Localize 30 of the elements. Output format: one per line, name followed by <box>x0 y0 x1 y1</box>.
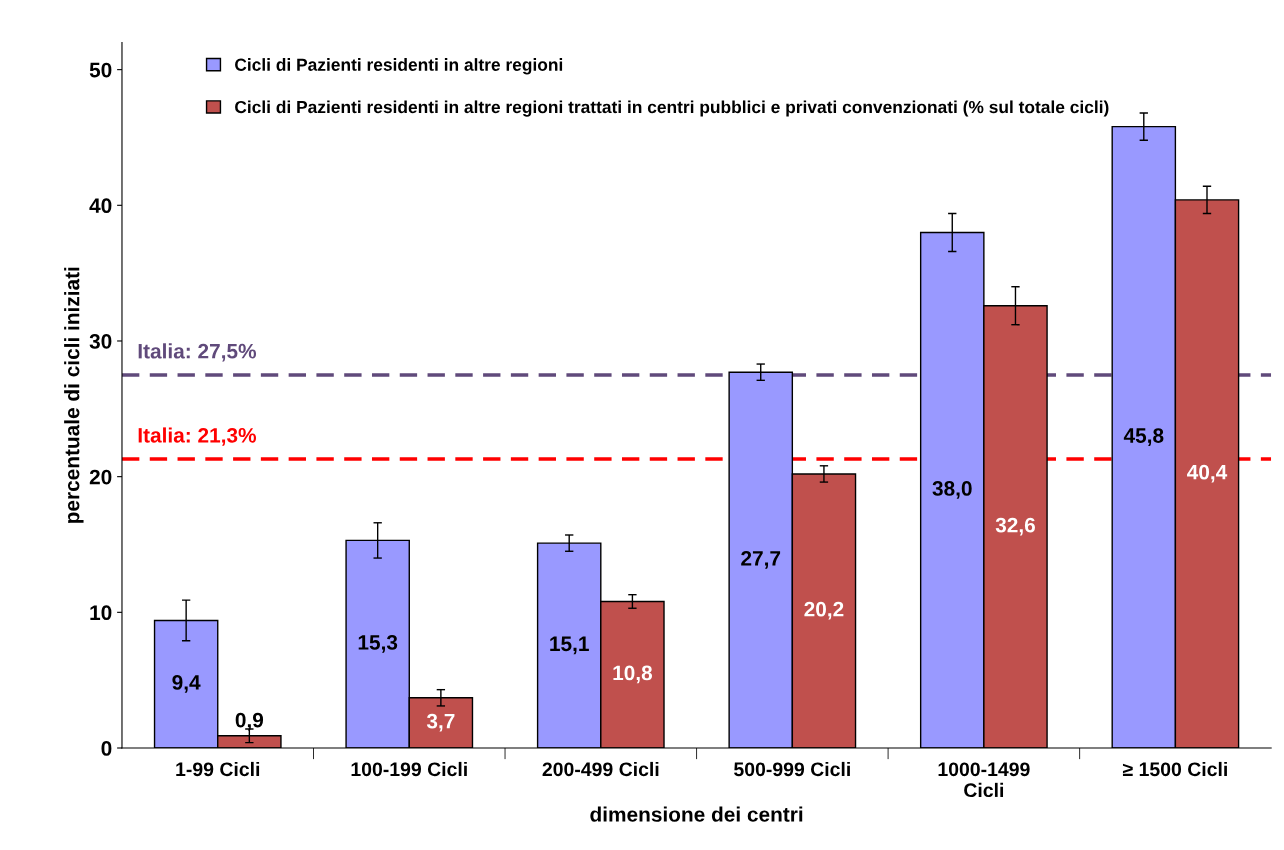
ref-line-label: Italia: 27,5% <box>138 343 257 362</box>
x-tick-label: 200-499 Cicli <box>542 761 659 777</box>
data-label: 32,6 <box>995 517 1035 536</box>
y-tick-label: 30 <box>89 333 112 349</box>
data-label: 20,2 <box>804 601 844 620</box>
x-tick-label: 1000-1499 Cicli <box>938 762 1030 798</box>
ref-line-label: Italia: 21,3% <box>138 427 257 446</box>
y-tick-label: 0 <box>101 741 112 756</box>
data-label: 9,4 <box>172 675 201 693</box>
y-tick-label: 50 <box>89 62 112 78</box>
data-label: 10,8 <box>613 665 653 684</box>
y-axis-title: percentuale di cicli iniziati <box>64 267 84 523</box>
x-axis-title: dimensione dei centri <box>590 806 803 822</box>
x-tick-label: ≥ 1500 Cicli <box>1122 761 1227 777</box>
data-label: 38,0 <box>932 481 972 499</box>
data-label: 15,3 <box>358 635 398 653</box>
data-label: 15,1 <box>550 636 589 655</box>
x-tick-label: 100-199 Cicli <box>351 761 467 777</box>
y-tick-label: 20 <box>89 469 112 485</box>
y-tick-label: 10 <box>90 605 112 621</box>
data-label: 0,9 <box>235 712 264 731</box>
legend-label: Cicli di Pazienti residenti in altre regioni trattati in centri pubblici e privati convenzionati (% sul totale cicli) <box>235 100 1109 117</box>
x-tick-label: 500-999 Cicli <box>734 761 850 777</box>
data-label: 40,4 <box>1187 464 1228 483</box>
data-label: 45,8 <box>1123 428 1164 446</box>
data-label: 27,7 <box>741 550 781 569</box>
legend-label: Cicli di Pazienti residenti in altre regioni <box>235 58 563 75</box>
x-tick-label: 1-99 Cicli <box>176 761 260 777</box>
y-tick-label: 40 <box>89 198 112 214</box>
data-label: 3,7 <box>426 713 455 732</box>
